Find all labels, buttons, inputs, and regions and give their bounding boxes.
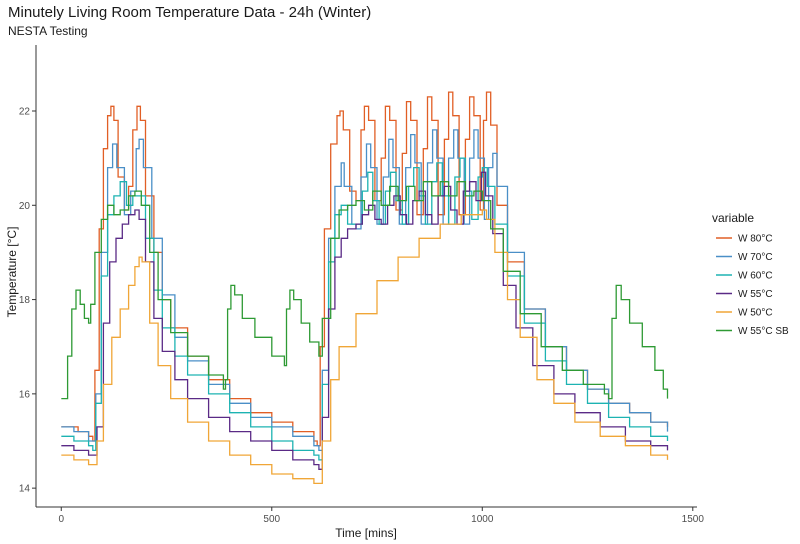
- series-line-w-55-c: [61, 171, 669, 470]
- legend-item-label: W 80°C: [738, 234, 773, 245]
- x-tick-label: 0: [58, 514, 64, 525]
- legend-item-label: W 60°C: [738, 271, 773, 282]
- y-tick-label: 14: [19, 484, 31, 495]
- plot-area: 0 500 1000 1500 14 16 18 20 22: [19, 45, 704, 525]
- chart-title: Minutely Living Room Temperature Data - …: [8, 4, 371, 21]
- series-layer: [61, 91, 669, 485]
- y-tick-label: 18: [19, 295, 31, 306]
- legend-item-label: W 55°C: [738, 289, 773, 300]
- legend-title: variable: [712, 211, 754, 225]
- legend-item-label: W 70°C: [738, 252, 773, 263]
- x-axis-ticks: 0 500 1000 1500: [58, 507, 704, 525]
- series-line-w-55-c-sb: [61, 181, 669, 400]
- legend-item-label: W 55°C SB: [738, 326, 789, 337]
- x-tick-label: 1000: [471, 514, 494, 525]
- series-line-w-70-c: [61, 129, 669, 452]
- y-tick-label: 22: [19, 107, 31, 118]
- legend-item-label: W 50°C: [738, 308, 773, 319]
- y-axis-ticks: 14 16 18 20 22: [19, 107, 36, 495]
- x-tick-label: 1500: [682, 514, 705, 525]
- series-line-w-80-c: [61, 91, 669, 447]
- y-tick-label: 16: [19, 389, 31, 400]
- y-tick-label: 20: [19, 201, 31, 212]
- series-line-w-50-c: [61, 209, 669, 485]
- chart-subtitle: NESTA Testing: [8, 24, 88, 38]
- x-axis-label: Time [mins]: [335, 526, 397, 540]
- legend: variable W 80°C W 70°C W 60°C W 55°C W 50°C W…: [712, 211, 789, 337]
- x-tick-label: 500: [263, 514, 280, 525]
- y-axis-label: Temperature [°C]: [5, 227, 19, 318]
